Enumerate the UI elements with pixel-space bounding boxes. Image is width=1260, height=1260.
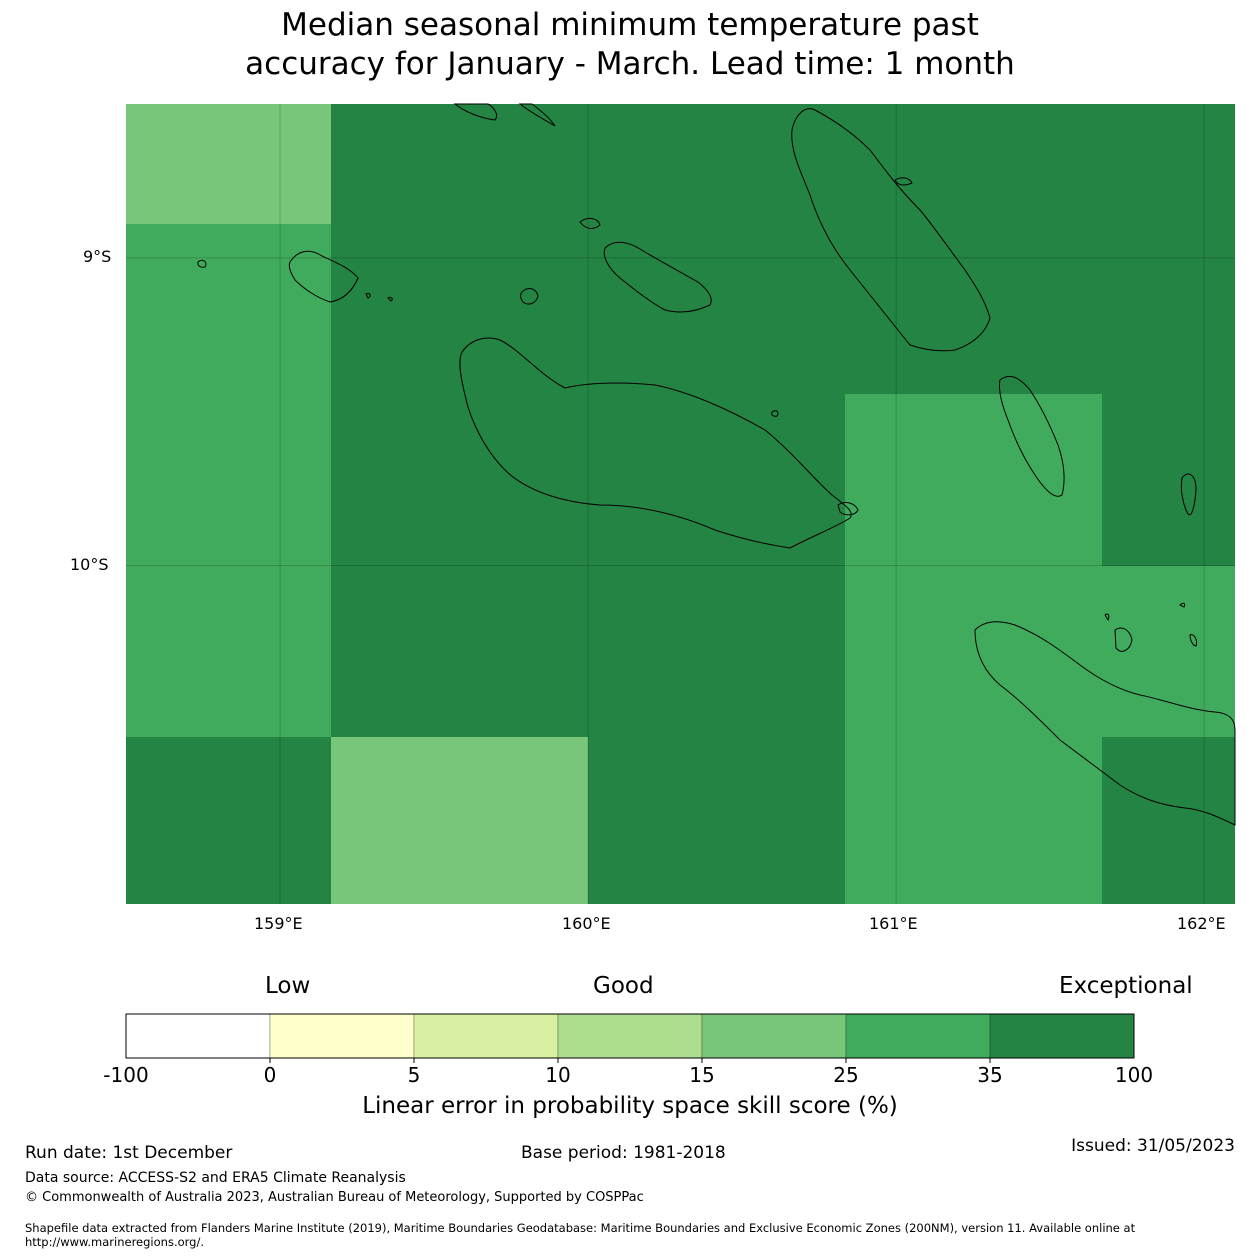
base-period: Base period: 1981-2018 — [521, 1143, 726, 1163]
grid-cell — [331, 737, 588, 904]
coastline-islet-2 — [1114, 627, 1133, 652]
colorbar-segment — [989, 1013, 1135, 1059]
colorbar-segment — [845, 1013, 991, 1059]
lat-label-10s: 10°S — [70, 555, 109, 574]
run-date: Run date: 1st December — [25, 1143, 233, 1163]
issued-date: Issued: 31/05/2023 — [1071, 1136, 1235, 1156]
colorbar-word-exceptional: Exceptional — [1059, 973, 1193, 999]
coastlines — [197, 103, 1236, 826]
grid-cell — [1102, 737, 1235, 904]
colorbar-segment — [701, 1013, 847, 1059]
skill-score-map — [126, 103, 1236, 904]
grid-cell — [588, 737, 845, 904]
colorbar-label: Linear error in probability space skill … — [362, 1093, 898, 1119]
colorbar-word-good: Good — [593, 973, 654, 999]
grid-cell — [1102, 394, 1235, 566]
coastline-islet-8 — [387, 296, 393, 302]
colorbar-tick: 10 — [545, 1063, 571, 1087]
lon-label-161e: 161°E — [869, 914, 918, 933]
coastline-islet-4 — [1179, 602, 1186, 608]
coastline-islet-7 — [197, 259, 207, 268]
data-source: Data source: ACCESS-S2 and ERA5 Climate … — [25, 1170, 406, 1186]
colorbar-segment — [557, 1013, 703, 1059]
coastline-islet-12 — [771, 410, 779, 417]
colorbar-tick: 0 — [263, 1063, 277, 1087]
colorbar-tick: -100 — [103, 1063, 149, 1087]
coastline-islet-6 — [1189, 634, 1197, 647]
map-title-line-1: Median seasonal minimum temperature past — [281, 7, 979, 43]
lon-label-162e: 162°E — [1177, 914, 1226, 933]
grid-cell — [126, 104, 331, 224]
coastline-islet-3 — [1180, 473, 1197, 516]
shapefile-credit: Shapefile data extracted from Flanders M… — [25, 1221, 1136, 1249]
grid-cell — [331, 104, 845, 737]
skill-score-grid — [126, 104, 1235, 904]
lon-label-159e: 159°E — [254, 914, 303, 933]
colorbar-tick: 100 — [1114, 1063, 1154, 1087]
coastline-isabel-islet — [894, 177, 913, 186]
coastline-islet-1 — [837, 502, 859, 516]
colorbar-segment — [125, 1013, 271, 1059]
coastline-guadalcanal — [459, 337, 852, 549]
grid-cell — [845, 394, 1102, 904]
grid-cell — [845, 104, 1235, 394]
map-title-line-2: accuracy for January - March. Lead time:… — [245, 46, 1015, 82]
grid-cell — [126, 737, 331, 904]
coastline-islet-10 — [579, 217, 601, 229]
coastline-russell — [288, 250, 359, 303]
grid-cell — [126, 224, 331, 737]
coastline-islet-11 — [518, 103, 556, 127]
colorbar-tick: 5 — [407, 1063, 421, 1087]
grid-cell — [1102, 566, 1235, 737]
colorbar-segment — [269, 1013, 415, 1059]
lat-label-9s: 9°S — [83, 247, 112, 266]
colorbar-border — [125, 1013, 1135, 1059]
colorbar-word-low: Low — [265, 973, 311, 999]
coastline-makira — [974, 621, 1236, 826]
lon-label-160e: 160°E — [562, 914, 611, 933]
coastline-islet-5 — [1104, 613, 1110, 622]
copyright-notice: © Commonwealth of Australia 2023, Austra… — [25, 1190, 644, 1205]
colorbar-tick: 25 — [833, 1063, 859, 1087]
coastline-santa-isabel — [791, 108, 991, 352]
colorbar-tick: 15 — [689, 1063, 715, 1087]
coastline-florida-islands — [603, 241, 712, 313]
colorbar-segment — [413, 1013, 559, 1059]
coastline-malaita — [999, 375, 1065, 497]
colorbar-tick: 35 — [977, 1063, 1003, 1087]
coastline-islet-9 — [365, 293, 371, 299]
coastline-savo — [520, 288, 539, 305]
graticule — [126, 104, 1235, 904]
coastline-new-georgia — [453, 103, 498, 121]
